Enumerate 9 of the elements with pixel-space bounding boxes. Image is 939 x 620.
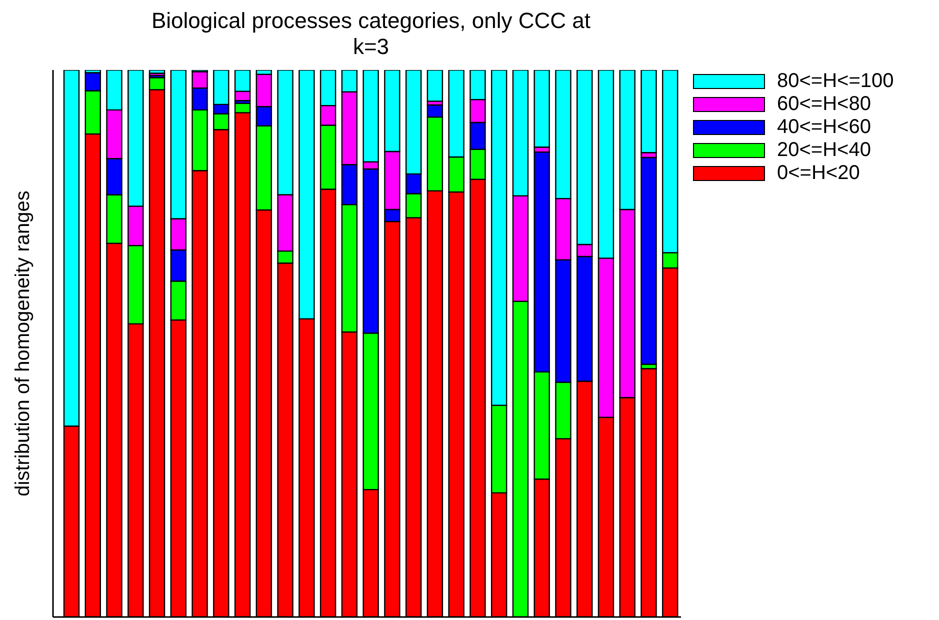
bar <box>148 70 166 74</box>
chart-title: Biological processes categories, only CCC at k=3 <box>150 8 592 61</box>
legend-label: 40<=H<60 <box>777 116 871 139</box>
legend-label: 0<=H<20 <box>777 162 860 185</box>
legend-label: 20<=H<40 <box>777 139 871 162</box>
bar <box>426 70 444 102</box>
legend-label: 60<=H<80 <box>777 93 871 116</box>
legend-label: 80<=H<=100 <box>777 70 894 93</box>
y-axis-title: distribution of homogeneity ranges <box>12 190 34 496</box>
